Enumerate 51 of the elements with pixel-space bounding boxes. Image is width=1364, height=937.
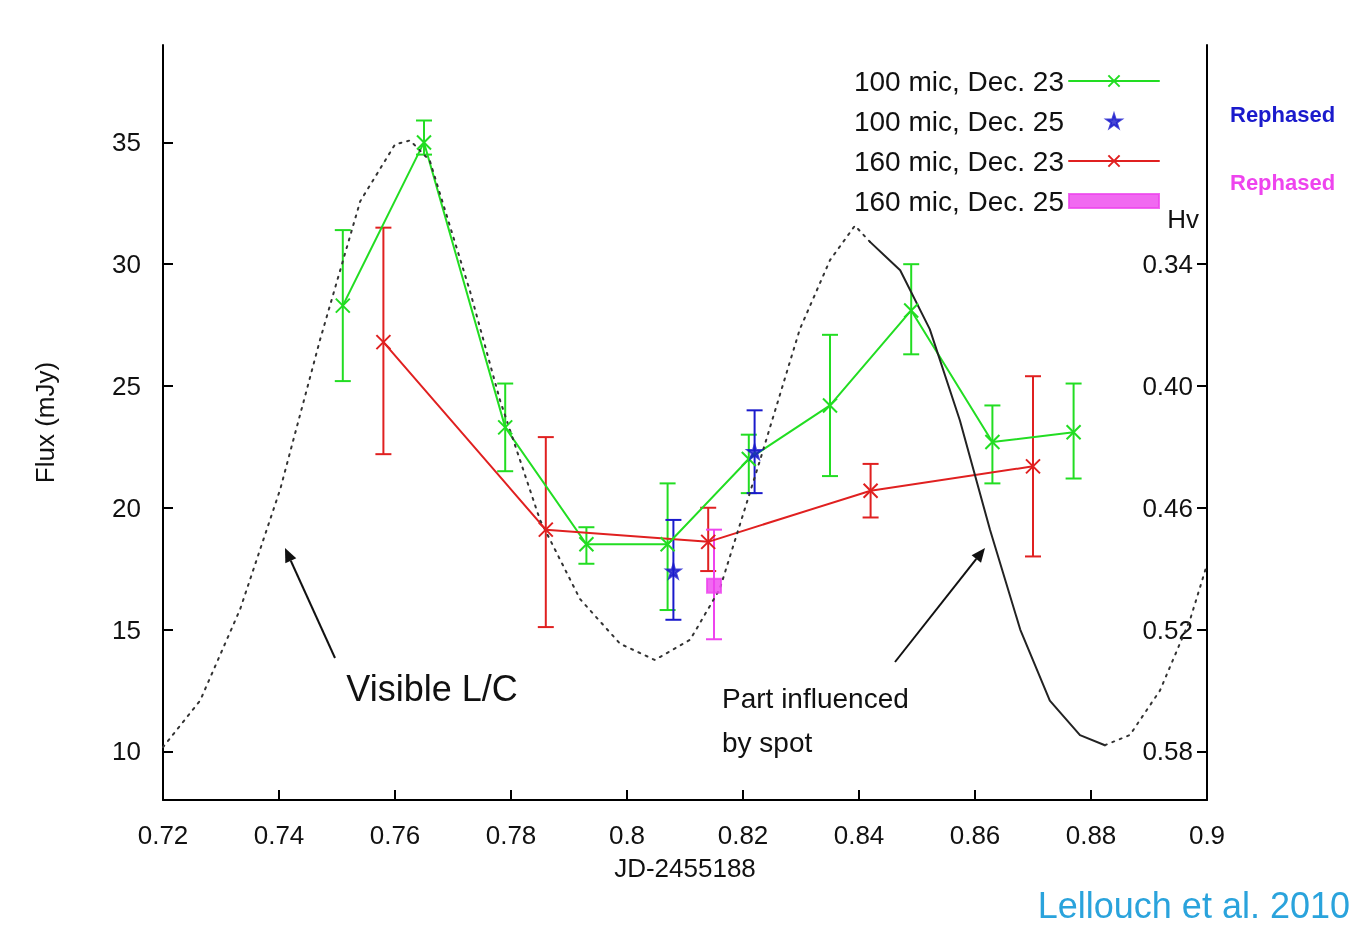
point xyxy=(822,397,838,414)
point xyxy=(1025,458,1041,475)
y2-tick-label: 0.34 xyxy=(1142,249,1193,280)
point xyxy=(740,451,757,468)
point xyxy=(984,433,1001,450)
point xyxy=(903,302,920,319)
y-tick-label: 25 xyxy=(112,370,141,401)
y-tick-label: 10 xyxy=(112,736,141,767)
x-tick-label: 0.72 xyxy=(137,820,189,850)
point xyxy=(700,533,717,550)
annotation: Part influenced by spot xyxy=(722,682,909,758)
point xyxy=(334,297,351,314)
y-tick-label: 35 xyxy=(112,127,141,158)
x-tick-label: 0.88 xyxy=(1065,820,1117,850)
x-tick-label: 0.8 xyxy=(608,820,646,850)
legend-label: 100 mic, Dec. 23 xyxy=(853,65,1064,97)
y-tick-label: 20 xyxy=(112,492,141,523)
y2-tick-label: 0.58 xyxy=(1142,736,1193,767)
annotation: Visible L/C xyxy=(346,667,518,709)
x-tick-label: 0.74 xyxy=(253,820,305,850)
x-axis-title: JD-2455188 xyxy=(614,853,756,883)
point xyxy=(537,521,554,538)
point xyxy=(706,577,722,594)
legend-label: 160 mic, Dec. 23 xyxy=(853,145,1064,177)
point xyxy=(744,443,765,462)
y-tick-label: 15 xyxy=(112,614,141,645)
x-tick-label: 0.82 xyxy=(717,820,769,850)
legend-label: 100 mic, Dec. 25 xyxy=(853,105,1064,137)
legend-label: 160 mic, Dec. 25 xyxy=(853,185,1064,217)
x-tick-label: 0.84 xyxy=(833,820,885,850)
point xyxy=(659,536,676,553)
point xyxy=(663,562,684,581)
y2-tick-label: 0.52 xyxy=(1142,614,1193,645)
point xyxy=(416,134,432,151)
text: Rephased xyxy=(1230,169,1336,195)
text: Rephased xyxy=(1230,101,1336,127)
x-tick-label: 0.76 xyxy=(369,820,421,850)
y-axis-title: Flux (mJy) xyxy=(30,361,60,484)
y2-tick-label: 0.46 xyxy=(1142,492,1193,523)
point xyxy=(375,334,392,351)
point xyxy=(578,536,595,553)
y-tick-label: 30 xyxy=(112,249,141,280)
x-tick-label: 0.9 xyxy=(1188,820,1226,850)
text: Lellouch et al. 2010 xyxy=(1037,884,1351,926)
y2-axis-title: Hv xyxy=(1167,204,1199,235)
point xyxy=(1065,424,1082,441)
point xyxy=(497,419,514,436)
x-tick-label: 0.86 xyxy=(949,820,1001,850)
y2-tick-label: 0.40 xyxy=(1142,370,1193,401)
x-tick-label: 0.78 xyxy=(485,820,537,850)
point xyxy=(862,482,879,499)
